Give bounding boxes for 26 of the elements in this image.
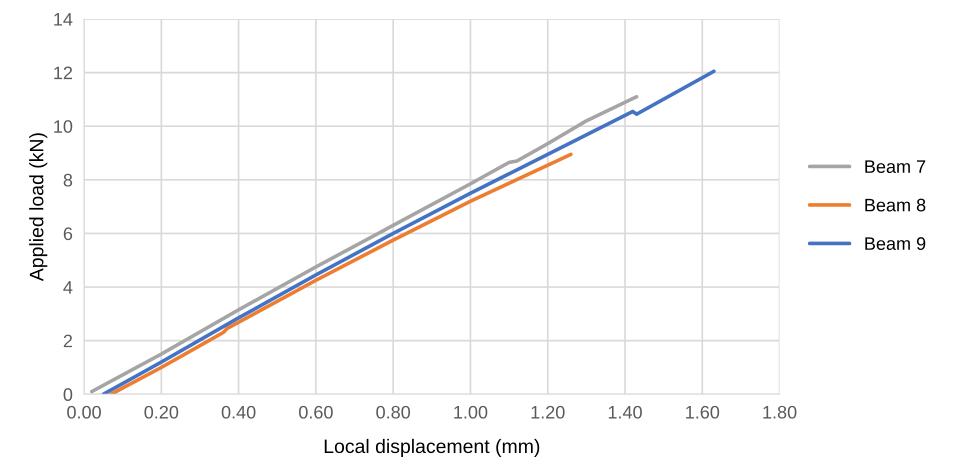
legend-label: Beam 9 — [865, 237, 926, 250]
x-tick-label: 0.00 — [67, 406, 101, 419]
y-tick-label: 6 — [64, 227, 72, 240]
x-tick-label: 1.00 — [454, 406, 488, 419]
y-tick-label: 4 — [63, 281, 72, 294]
y-tick-label: 12 — [54, 66, 72, 80]
x-tick-label: 0.60 — [299, 406, 333, 419]
x-axis-title: Local displacement (mm) — [324, 438, 540, 457]
x-tick-label: 1.40 — [608, 406, 642, 419]
y-tick-label: 0 — [64, 388, 72, 401]
y-axis-title: Applied load (kN) — [29, 133, 48, 282]
x-tick-label: 0.20 — [144, 406, 178, 419]
x-tick-label: 1.20 — [532, 406, 565, 419]
y-tick-label: 14 — [54, 13, 72, 26]
x-tick-label: 1.60 — [686, 406, 720, 419]
line-series — [90, 94, 638, 394]
line-series — [109, 152, 573, 394]
x-tick-label: 0.80 — [376, 406, 410, 419]
line-series — [102, 69, 716, 394]
y-tick-label: 2 — [64, 334, 72, 348]
y-tick-label: 10 — [54, 120, 72, 133]
x-tick-label: 0.40 — [222, 406, 256, 419]
legend-label: Beam 7 — [865, 160, 926, 173]
legend-label: Beam 8 — [865, 198, 926, 212]
x-tick-label: 1.80 — [763, 406, 796, 419]
y-tick-label: 8 — [64, 174, 72, 187]
